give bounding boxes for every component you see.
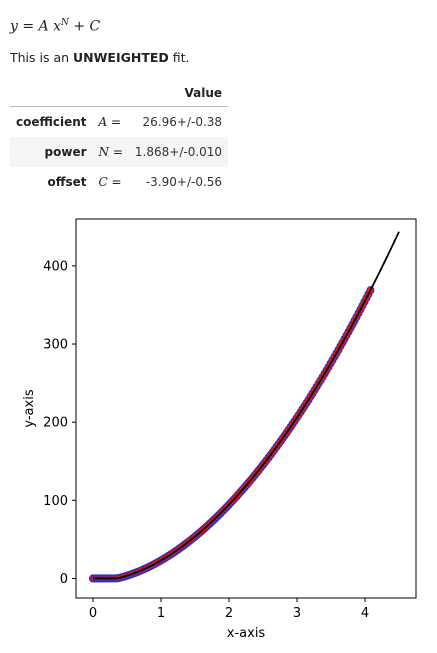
x-tick-label: 3 [293, 606, 301, 621]
param-value: 1.868+/-0.010 [128, 137, 229, 167]
x-axis-label: x-axis [227, 626, 266, 641]
formula-lhs: y = A x [10, 18, 61, 35]
table-row-offset: offset C = -3.90+/-0.56 [10, 167, 228, 197]
x-tick-label: 1 [157, 606, 165, 621]
fit-chart: 0 1 2 3 4 0 100 200 300 400 x-axis y-axis [22, 218, 417, 641]
parameter-table: Value coefficient A = 26.96+/-0.38 power… [10, 83, 229, 197]
fit-note: This is an UNWEIGHTED fit. [10, 50, 190, 65]
value-column-header: Value [10, 83, 229, 107]
fit-note-prefix: This is an [10, 50, 74, 65]
y-tick-label: 400 [43, 259, 68, 274]
param-name: coefficient [16, 115, 87, 129]
x-tick-label: 4 [361, 606, 369, 621]
param-symbol: N = [92, 137, 129, 167]
fit-note-suffix: fit. [168, 50, 190, 65]
formula-exponent: N [61, 18, 69, 28]
y-tick-label: 0 [60, 572, 68, 587]
fit-formula: y = A xN + C [10, 18, 100, 35]
y-axis-label: y-axis [22, 389, 37, 427]
plot-frame [75, 218, 417, 599]
param-name: power [10, 137, 93, 167]
table-row-coefficient: coefficient A = 26.96+/-0.38 [10, 107, 228, 138]
param-name: offset [47, 175, 87, 189]
y-tick-label: 300 [43, 338, 68, 353]
y-tick-label: 200 [43, 416, 68, 431]
y-tick-label: 100 [43, 494, 68, 509]
formula-rhs: + C [68, 18, 101, 35]
x-tick-label: 2 [225, 606, 233, 621]
param-value: -3.90+/-0.56 [145, 175, 223, 189]
param-symbol: A = [98, 115, 122, 129]
x-tick-label: 0 [89, 606, 97, 621]
fit-line [93, 231, 400, 580]
table-row-power: power N = 1.868+/-0.010 [10, 137, 229, 167]
fit-note-bold: UNWEIGHTED [73, 50, 169, 65]
parameter-table-header: Value [10, 83, 229, 107]
param-symbol: C = [98, 175, 122, 189]
param-value: 26.96+/-0.38 [142, 115, 223, 129]
